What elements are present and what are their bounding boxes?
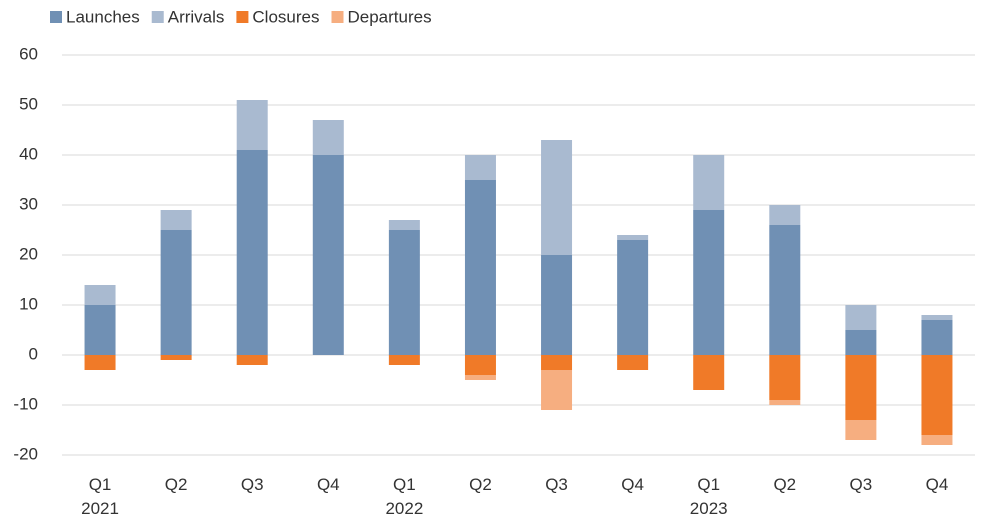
y-tick-label: 30 bbox=[19, 194, 38, 213]
y-tick-label: 50 bbox=[19, 94, 38, 113]
bar-segment bbox=[464, 180, 496, 355]
bar-segment bbox=[845, 420, 877, 440]
bar-segment bbox=[541, 355, 573, 370]
legend-label: Arrivals bbox=[168, 7, 225, 26]
y-tick-label: 20 bbox=[19, 244, 38, 263]
bar-segment bbox=[464, 375, 496, 380]
legend-label: Closures bbox=[252, 7, 319, 26]
x-tick-label: Q3 bbox=[849, 475, 873, 494]
bar-segment bbox=[845, 330, 877, 355]
bar-segment bbox=[84, 285, 116, 305]
bar-segment bbox=[769, 400, 801, 405]
legend-label: Departures bbox=[348, 7, 432, 26]
bar-segment bbox=[617, 240, 649, 355]
bar-segment bbox=[236, 100, 268, 150]
bar-segment bbox=[388, 230, 420, 355]
bar-segment bbox=[921, 435, 953, 445]
bar-segment bbox=[160, 230, 192, 355]
bar-segment bbox=[388, 355, 420, 365]
legend-label: Launches bbox=[66, 7, 140, 26]
bar-segment bbox=[464, 155, 496, 180]
legend-swatch bbox=[151, 11, 164, 23]
x-tick-label: Q1 2023 bbox=[689, 475, 728, 518]
bar-segment bbox=[160, 210, 192, 230]
y-tick-label: -10 bbox=[13, 394, 38, 413]
bar-segment bbox=[693, 210, 725, 355]
y-tick-label: 40 bbox=[19, 144, 38, 163]
bar-segment bbox=[921, 355, 953, 435]
x-tick-label: Q1 2022 bbox=[385, 475, 424, 518]
x-tick-label: Q1 2021 bbox=[81, 475, 119, 518]
bar-segment bbox=[84, 305, 116, 355]
y-tick-label: -20 bbox=[13, 444, 38, 463]
bar-segment bbox=[541, 140, 573, 255]
bar-segment bbox=[84, 355, 116, 370]
x-tick-label: Q4 bbox=[621, 475, 644, 494]
x-tick-label: Q4 bbox=[316, 475, 340, 494]
bar-segment bbox=[160, 355, 192, 360]
x-tick-label: Q2 bbox=[773, 475, 797, 494]
legend-swatch bbox=[50, 11, 62, 23]
legend-swatch bbox=[331, 11, 344, 23]
legend-swatch bbox=[236, 11, 249, 23]
bar-segment bbox=[921, 320, 953, 355]
bar-segment bbox=[617, 235, 649, 240]
x-tick-label: Q3 bbox=[545, 475, 568, 494]
bar-segment bbox=[921, 315, 953, 320]
x-tick-label: Q2 bbox=[164, 475, 188, 494]
y-tick-label: 10 bbox=[19, 294, 38, 313]
bar-segment bbox=[845, 355, 877, 420]
bar-segment bbox=[464, 355, 496, 375]
bar-segment bbox=[617, 355, 649, 370]
bar-segment bbox=[845, 305, 877, 330]
bar-segment bbox=[541, 255, 573, 355]
bar-segment bbox=[769, 225, 801, 355]
bar-segment bbox=[312, 120, 344, 155]
y-tick-label: 0 bbox=[29, 344, 38, 363]
bar-segment bbox=[769, 205, 801, 225]
bar-segment bbox=[693, 355, 725, 390]
bar-segment bbox=[236, 355, 268, 365]
bar-segment bbox=[312, 155, 344, 355]
bar-segment bbox=[236, 150, 268, 355]
bar-segment bbox=[769, 355, 801, 400]
x-tick-label: Q4 bbox=[925, 475, 949, 494]
x-tick-label: Q2 bbox=[469, 475, 492, 494]
bar-segment bbox=[388, 220, 420, 230]
x-tick-label: Q3 bbox=[240, 475, 264, 494]
bar-segment bbox=[541, 370, 573, 410]
bar-segment bbox=[693, 155, 725, 210]
y-tick-label: 60 bbox=[19, 44, 38, 63]
